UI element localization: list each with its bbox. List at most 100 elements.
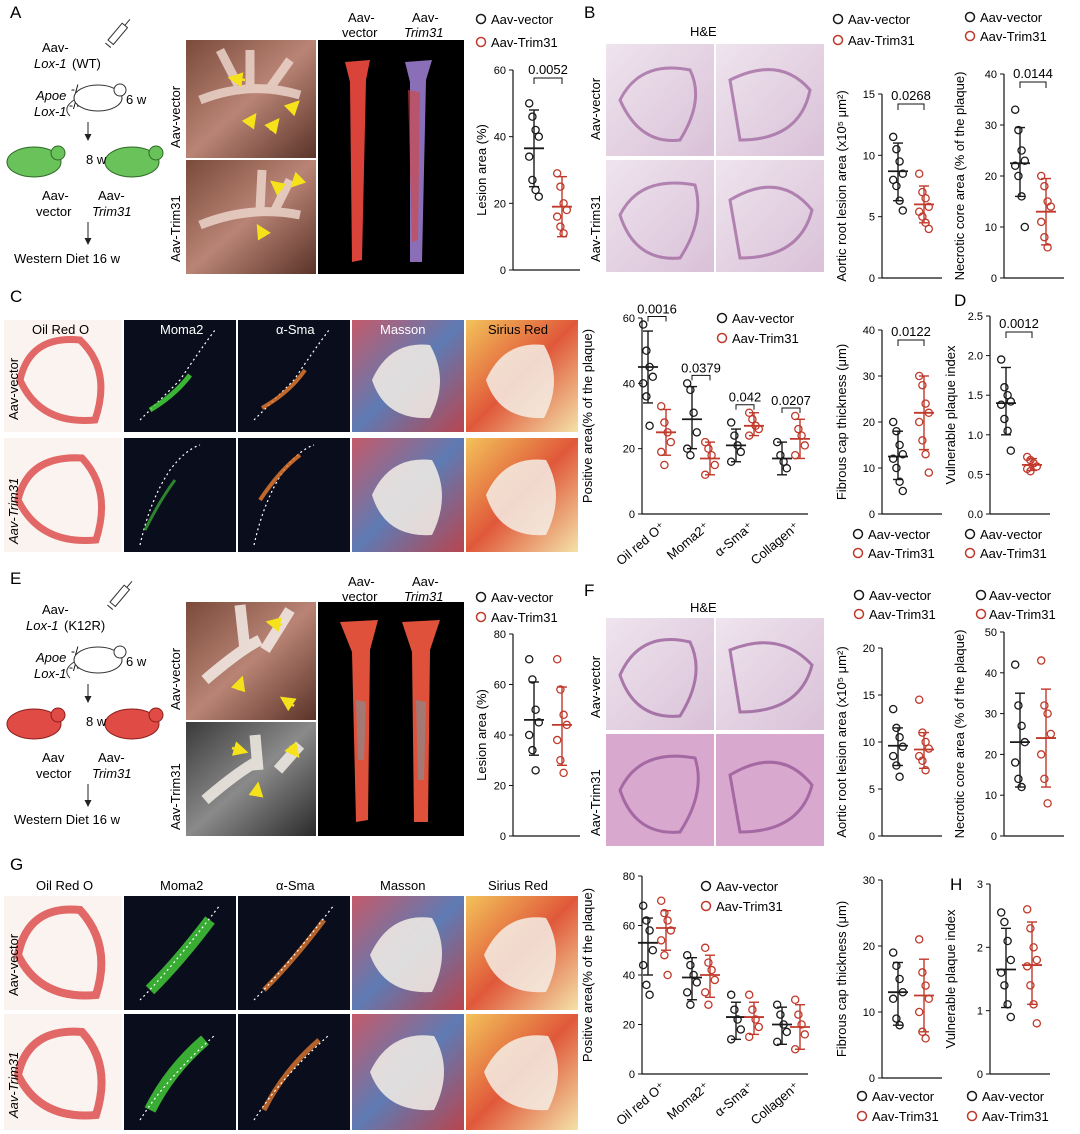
- D_vuln-ytick-label-2: 1.0: [968, 430, 983, 442]
- legend-f1: Aav-vector Aav-Trim31: [853, 588, 936, 622]
- legend-trim-marker: [853, 608, 865, 620]
- C_positive-point-v0-5: [642, 392, 651, 401]
- legend-e-trim: Aav-Trim31: [491, 610, 558, 625]
- G_positive-ytick-label-3: 60: [623, 921, 635, 933]
- C_positive-ytick-label-3: 60: [623, 313, 635, 325]
- C_positive-point-v1-1: [686, 385, 695, 395]
- C_positive-ylabel: Positive area(% of the plaque): [580, 329, 595, 503]
- A_lesion-pvalue: 0.0052: [528, 62, 568, 77]
- G_positive-point-t2-2: [751, 1015, 760, 1024]
- schema-e-grp2b: Trim31: [92, 766, 131, 781]
- legend-b2: Aav-vector Aav-Trim31: [964, 10, 1047, 44]
- enface-e-bg: [318, 602, 464, 836]
- G_positive-ytick-label-1: 20: [623, 1020, 635, 1032]
- G_cap-point-1-4: [914, 1007, 924, 1017]
- schema-a-age: 6 w: [126, 92, 147, 107]
- G_positive-point-t2-3: [754, 1022, 764, 1032]
- D_vuln-point-0-6: [1003, 426, 1012, 436]
- A_lesion-point-1-0: [552, 169, 562, 178]
- panel-g: G Oil Red O Moma2 α-Sma Masson Sirius Re…: [4, 855, 578, 1130]
- E_lesion-point-0-4: [524, 730, 534, 740]
- G_positive-point-t1-1: [704, 958, 713, 967]
- legend-vector-marker: [475, 13, 487, 25]
- G_positive-point-v0-3: [648, 946, 658, 955]
- legend-trim-marker: [700, 900, 712, 912]
- legend-b1-trim: Aav-Trim31: [848, 33, 915, 48]
- legend-trim-marker: [856, 1110, 868, 1122]
- legend-vector-marker: [966, 1090, 978, 1102]
- C_positive-point-v0-1: [642, 346, 651, 355]
- enface-a-bg: [318, 40, 464, 274]
- G_positive-point-v3-1: [776, 1010, 785, 1019]
- C_cap-pvalue: 0.0122: [891, 324, 931, 339]
- legend-c2-trim: Aav-Trim31: [868, 546, 935, 561]
- B_necrotic-point-1-3: [1046, 202, 1056, 211]
- H_vuln-point-0-1: [1000, 917, 1009, 927]
- C_positive-point-t3-3: [800, 441, 810, 450]
- panel-e: E Aav- Lox-1 (K12R) Apoe -/- Lox-1 -/- 6…: [6, 569, 464, 836]
- B_root-point-0-3: [898, 169, 908, 178]
- legend-vector-marker: [832, 13, 844, 25]
- schema-a-mouse1: Apoe: [35, 88, 66, 103]
- B_necrotic-point-0-1: [1014, 125, 1023, 135]
- B_root-ytick-label-1: 5: [869, 212, 875, 224]
- C_cap-point-1-5: [918, 436, 927, 445]
- row-c-vector: Aav-vector: [6, 357, 21, 420]
- schema-a-inj2: Lox-1: [34, 56, 67, 71]
- B_root-point-1-2: [921, 194, 930, 203]
- legend-g2-trim: Aav-Trim31: [872, 1109, 939, 1124]
- photo-e-vector: [186, 602, 316, 720]
- col-g-sma: α-Sma: [276, 878, 315, 893]
- enface-a-vector: [345, 60, 370, 262]
- A_lesion-point-0-3: [534, 132, 544, 141]
- G_positive-point-v1-1: [686, 960, 695, 970]
- E_lesion-point-0-5: [528, 745, 537, 755]
- E_lesion-ytick-label-4: 80: [494, 629, 506, 641]
- C_cap-point-0-6: [895, 477, 904, 487]
- col-g-sirius: Sirius Red: [488, 878, 548, 893]
- C_cap-ylabel: Fibrous cap thickness (μm): [834, 344, 849, 500]
- D_vuln-bracket: [1005, 331, 1033, 338]
- legend-c-trim: Aav-Trim31: [732, 331, 799, 346]
- G_positive-point-t0-4: [656, 936, 666, 945]
- F_necrotic-point-1-1: [1040, 701, 1049, 710]
- aorta-photos-a: Aav-vector Aav-Trim31: [168, 40, 316, 274]
- legend-vector-marker: [964, 528, 976, 540]
- B_root-ytick-label-2: 10: [863, 150, 875, 162]
- E_lesion-ytick-label-0: 0: [500, 831, 506, 843]
- C_positive-pvalue-3: 0.0207: [771, 393, 811, 408]
- E_lesion-ytick-label-3: 60: [494, 680, 506, 692]
- A_lesion-point-1-1: [556, 182, 565, 191]
- A_lesion-point-0-2: [531, 125, 540, 135]
- C_positive-point-v2-0: [726, 418, 736, 427]
- aorta-photos-e: Aav-vector Aav-Trim31: [168, 602, 316, 836]
- photo-e-row-vector: Aav-vector: [168, 647, 183, 710]
- panel-f: F H&E Aav-vector Aav-Trim31: [584, 581, 824, 846]
- B_root-ytick-label-0: 0: [869, 273, 875, 285]
- G_positive-point-t0-3: [666, 926, 676, 935]
- legend-trim-marker: [966, 1110, 978, 1122]
- G_positive-point-v0-4: [638, 960, 648, 970]
- col-c-sma: α-Sma: [276, 322, 315, 337]
- row-g-trim31: Aav-Trim31: [6, 1052, 21, 1119]
- sma-g-1: [238, 896, 350, 1010]
- F_necrotic-ytick-label-4: 40: [985, 668, 997, 680]
- C_positive-ytick-label-1: 20: [623, 444, 635, 456]
- G_positive-point-v2-0: [726, 990, 736, 1000]
- E_lesion-point-0-1: [528, 675, 537, 684]
- C_positive-xcat-0: Oil red O⁺: [613, 519, 668, 568]
- G_positive-point-t0-2: [663, 916, 672, 925]
- D_vuln-ytick-label-0: 0.0: [968, 509, 983, 521]
- E_lesion-point-0-2: [531, 705, 540, 715]
- panel-letter-h: H: [950, 875, 962, 894]
- G_positive-point-t0-1: [660, 908, 669, 918]
- F_necrotic-ytick-label-3: 30: [985, 709, 997, 721]
- G_positive-point-v2-2: [733, 1015, 742, 1024]
- F_root-ytick-label-3: 15: [863, 690, 875, 702]
- C_positive-bracket-3: [781, 407, 801, 413]
- B_root-point-0-0: [888, 132, 898, 142]
- G_positive-xcat-1: Moma2⁺: [664, 1079, 712, 1123]
- G_positive-point-v1-4: [682, 988, 692, 997]
- col-g-oro: Oil Red O: [36, 878, 93, 893]
- G_positive-point-v3-4: [772, 1037, 782, 1047]
